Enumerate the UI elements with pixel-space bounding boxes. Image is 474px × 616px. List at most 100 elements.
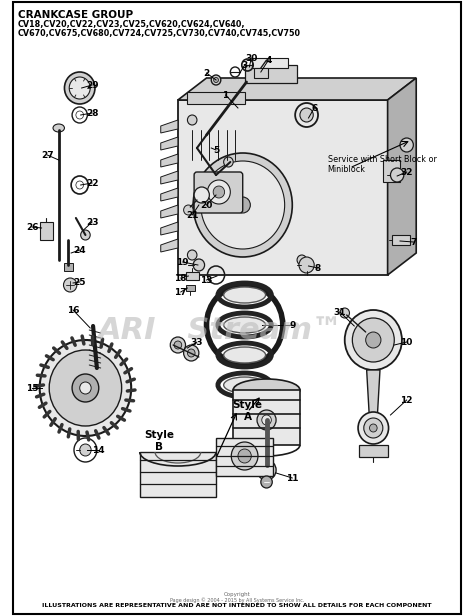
Text: 17: 17	[174, 288, 187, 296]
Text: 8: 8	[315, 264, 321, 272]
Bar	[245, 65, 297, 83]
Circle shape	[297, 255, 307, 265]
Text: 16: 16	[67, 306, 79, 315]
Ellipse shape	[224, 287, 265, 303]
Text: 28: 28	[86, 108, 98, 118]
Bar	[140, 452, 216, 497]
Text: Service with Short Block or
Miniblock: Service with Short Block or Miniblock	[328, 155, 437, 174]
Circle shape	[183, 205, 193, 215]
Ellipse shape	[224, 317, 265, 333]
Text: 23: 23	[86, 217, 98, 227]
Circle shape	[49, 350, 122, 426]
Text: Page design © 2004 - 2015 by All Systems Service Inc.: Page design © 2004 - 2015 by All Systems…	[170, 597, 304, 602]
Ellipse shape	[233, 379, 300, 401]
Circle shape	[211, 75, 221, 85]
Polygon shape	[178, 78, 416, 100]
FancyBboxPatch shape	[178, 100, 388, 275]
Bar	[359, 445, 388, 457]
Circle shape	[183, 345, 199, 361]
FancyBboxPatch shape	[194, 172, 243, 213]
Circle shape	[224, 157, 233, 167]
Text: 29: 29	[86, 81, 99, 89]
Text: ARI   Stream™: ARI Stream™	[98, 315, 344, 344]
Polygon shape	[161, 188, 178, 201]
Circle shape	[187, 250, 197, 260]
Ellipse shape	[224, 347, 265, 363]
Circle shape	[366, 332, 381, 348]
Circle shape	[80, 444, 91, 456]
Text: 3: 3	[241, 60, 248, 70]
Bar	[64, 263, 73, 271]
Text: CV18,CV20,CV22,CV23,CV25,CV620,CV624,CV640,: CV18,CV20,CV22,CV23,CV25,CV620,CV624,CV6…	[18, 20, 245, 29]
Circle shape	[213, 186, 225, 198]
Bar	[185, 272, 199, 280]
Circle shape	[235, 197, 250, 213]
Text: 7: 7	[410, 238, 417, 246]
Circle shape	[69, 77, 90, 99]
Text: CRANKCASE GROUP: CRANKCASE GROUP	[18, 10, 133, 20]
Text: 2: 2	[203, 68, 210, 78]
Bar	[233, 390, 300, 445]
Circle shape	[295, 103, 318, 127]
Text: 11: 11	[286, 474, 299, 482]
Circle shape	[299, 257, 314, 273]
Polygon shape	[367, 370, 380, 420]
Text: 26: 26	[26, 222, 38, 232]
Text: 4: 4	[265, 55, 272, 65]
Text: Style
A: Style A	[232, 400, 263, 421]
Text: CV670,CV675,CV680,CV724,CV725,CV730,CV740,CV745,CV750: CV670,CV675,CV680,CV724,CV725,CV730,CV74…	[18, 29, 301, 38]
Circle shape	[261, 476, 272, 488]
Circle shape	[214, 78, 219, 83]
Text: 32: 32	[401, 168, 413, 177]
Text: 10: 10	[401, 338, 413, 346]
Circle shape	[345, 310, 402, 370]
Text: 14: 14	[92, 445, 105, 455]
Bar	[187, 92, 245, 104]
Text: Copyright: Copyright	[224, 592, 250, 597]
Circle shape	[364, 418, 383, 438]
Circle shape	[297, 110, 307, 120]
Text: 24: 24	[73, 246, 86, 254]
Text: 5: 5	[213, 145, 219, 155]
Text: 19: 19	[176, 257, 189, 267]
Circle shape	[300, 108, 313, 122]
Circle shape	[187, 349, 195, 357]
Bar	[254, 68, 267, 78]
Circle shape	[358, 412, 389, 444]
Bar	[216, 438, 273, 476]
Text: 22: 22	[86, 179, 98, 187]
Text: 25: 25	[73, 277, 86, 286]
Circle shape	[170, 337, 185, 353]
Polygon shape	[161, 205, 178, 218]
Circle shape	[262, 415, 271, 425]
Circle shape	[193, 259, 205, 271]
Polygon shape	[161, 137, 178, 150]
Text: 6: 6	[311, 103, 317, 113]
Circle shape	[231, 442, 258, 470]
Ellipse shape	[224, 377, 265, 393]
Text: 9: 9	[289, 320, 295, 330]
Bar	[185, 285, 195, 291]
Text: 21: 21	[186, 211, 199, 219]
Circle shape	[352, 318, 394, 362]
Polygon shape	[161, 222, 178, 235]
Circle shape	[208, 180, 230, 204]
Text: 13: 13	[200, 275, 213, 285]
Polygon shape	[161, 239, 178, 252]
Text: 1: 1	[222, 91, 228, 100]
Circle shape	[193, 153, 292, 257]
Text: 12: 12	[401, 395, 413, 405]
Polygon shape	[388, 78, 416, 275]
Circle shape	[391, 168, 404, 182]
Polygon shape	[161, 154, 178, 167]
Circle shape	[370, 424, 377, 432]
Text: 15: 15	[26, 384, 38, 392]
Circle shape	[80, 382, 91, 394]
Circle shape	[257, 410, 276, 430]
Circle shape	[64, 72, 95, 104]
Text: ILLUSTRATIONS ARE REPRESENTATIVE AND ARE NOT INTENDED TO SHOW ALL DETAILS FOR EA: ILLUSTRATIONS ARE REPRESENTATIVE AND ARE…	[42, 603, 432, 608]
Text: 33: 33	[191, 338, 203, 346]
Circle shape	[64, 278, 77, 292]
Circle shape	[194, 187, 210, 203]
Ellipse shape	[53, 124, 64, 132]
